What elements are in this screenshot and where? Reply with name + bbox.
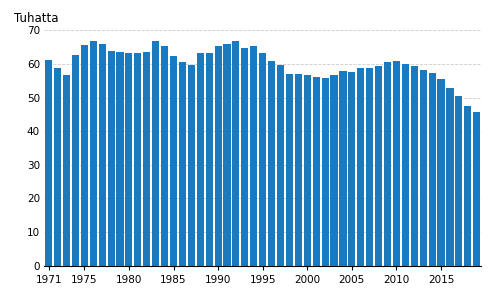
Bar (215, 46, 221, 266)
Bar (45, 60, 52, 266)
Bar (473, 112, 480, 266)
Bar (241, 48, 248, 266)
Bar (464, 106, 471, 266)
Bar (223, 44, 231, 266)
Bar (232, 41, 240, 266)
Text: Tuhatta: Tuhatta (14, 12, 58, 25)
Bar (116, 52, 124, 266)
Bar (393, 61, 400, 266)
Bar (446, 88, 454, 266)
Bar (348, 72, 355, 266)
Bar (366, 68, 373, 266)
Bar (206, 53, 213, 266)
Bar (357, 68, 364, 266)
Bar (339, 71, 347, 266)
Bar (437, 79, 445, 266)
Bar (330, 75, 338, 266)
Bar (402, 64, 409, 266)
Bar (161, 46, 168, 266)
Bar (90, 41, 97, 266)
Bar (268, 62, 275, 266)
Bar (277, 65, 284, 266)
Bar (81, 45, 88, 266)
Bar (375, 66, 382, 266)
Bar (179, 62, 186, 266)
Bar (197, 53, 204, 266)
Bar (304, 75, 311, 266)
Bar (134, 53, 141, 266)
Bar (188, 65, 195, 266)
Bar (63, 75, 70, 266)
Bar (420, 70, 427, 266)
Bar (259, 53, 266, 266)
Bar (170, 56, 177, 266)
Bar (125, 53, 133, 266)
Bar (152, 41, 159, 266)
Bar (143, 52, 150, 266)
Bar (411, 66, 418, 266)
Bar (99, 44, 106, 266)
Bar (455, 97, 463, 266)
Bar (250, 46, 257, 266)
Bar (384, 62, 391, 266)
Bar (313, 77, 320, 266)
Bar (72, 56, 79, 266)
Bar (286, 74, 293, 266)
Bar (429, 73, 436, 266)
Bar (54, 68, 61, 266)
Bar (108, 51, 114, 266)
Bar (322, 78, 328, 266)
Bar (295, 74, 302, 266)
